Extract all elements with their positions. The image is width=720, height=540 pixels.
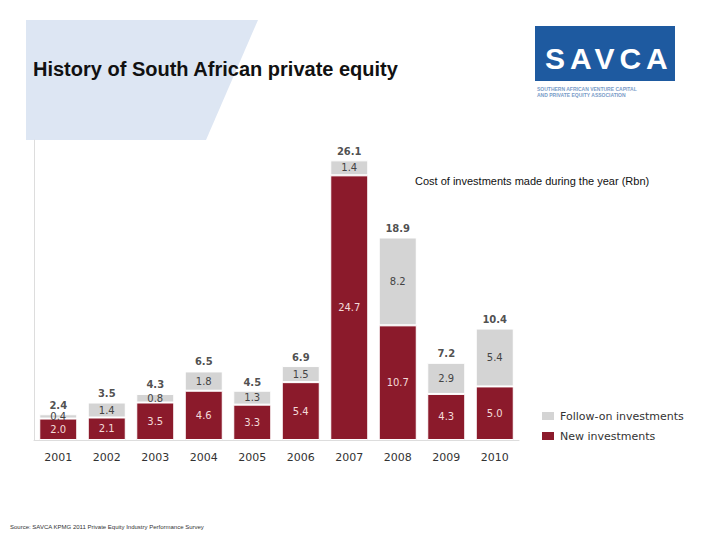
svg-text:2007: 2007 (335, 451, 363, 464)
svg-text:0.8: 0.8 (147, 393, 163, 404)
svg-text:18.9: 18.9 (385, 223, 410, 234)
svg-text:10.4: 10.4 (482, 314, 507, 325)
svg-text:2.0: 2.0 (50, 424, 66, 435)
svg-text:2009: 2009 (432, 451, 460, 464)
html-text:SOUTHERN AFRICAN VENTURE CAPIT: SOUTHERN AFRICAN VENTURE CAPITAL (537, 86, 637, 92)
svg-text:New investments: New investments (560, 430, 656, 443)
svg-text:Follow-on investments: Follow-on investments (560, 410, 684, 423)
svg-text:5.4: 5.4 (293, 406, 309, 417)
html-text:SAVCA: SAVCA (545, 42, 673, 75)
svg-text:1.4: 1.4 (341, 162, 357, 173)
svg-text:2001: 2001 (44, 451, 72, 464)
svg-text:2002: 2002 (93, 451, 121, 464)
svg-text:1.8: 1.8 (196, 376, 212, 387)
svg-text:6.9: 6.9 (292, 352, 310, 363)
svg-text:0.4: 0.4 (50, 411, 66, 422)
svg-text:4.5: 4.5 (243, 377, 261, 388)
svg-text:4.3: 4.3 (146, 379, 164, 390)
svg-text:2.9: 2.9 (438, 373, 454, 384)
svg-text:6.5: 6.5 (195, 356, 213, 367)
svg-text:7.2: 7.2 (437, 348, 455, 359)
html-text:Source: SAVCA KPMG 2011 Privat: Source: SAVCA KPMG 2011 Private Equity I… (10, 524, 204, 530)
svg-text:2004: 2004 (190, 451, 218, 464)
svg-text:2.1: 2.1 (99, 423, 115, 434)
svg-text:3.3: 3.3 (244, 417, 260, 428)
svg-text:4.6: 4.6 (196, 410, 212, 421)
svg-text:5.4: 5.4 (487, 352, 503, 363)
svg-text:2006: 2006 (287, 451, 315, 464)
svg-text:24.7: 24.7 (338, 302, 360, 313)
svg-text:2.4: 2.4 (49, 400, 67, 411)
svg-text:1.3: 1.3 (244, 392, 260, 403)
svg-text:3.5: 3.5 (147, 416, 163, 427)
html-text:Cost of investments made durin: Cost of investments made during the year… (415, 175, 650, 187)
svg-text:2003: 2003 (141, 451, 169, 464)
svg-text:1.4: 1.4 (99, 405, 115, 416)
svg-text:26.1: 26.1 (337, 146, 362, 157)
svg-text:4.3: 4.3 (438, 411, 454, 422)
svg-text:2008: 2008 (384, 451, 412, 464)
svg-text:1.5: 1.5 (293, 369, 309, 380)
html-text:History of South African priva: History of South African private equity (33, 58, 398, 80)
svg-text:8.2: 8.2 (390, 276, 406, 287)
svg-text:3.5: 3.5 (98, 388, 116, 399)
svg-text:2010: 2010 (481, 451, 509, 464)
svg-text:5.0: 5.0 (487, 408, 503, 419)
html-text:AND PRIVATE EQUITY ASSOCIATION: AND PRIVATE EQUITY ASSOCIATION (537, 92, 626, 98)
svg-text:2005: 2005 (238, 451, 266, 464)
svg-text:10.7: 10.7 (387, 377, 409, 388)
